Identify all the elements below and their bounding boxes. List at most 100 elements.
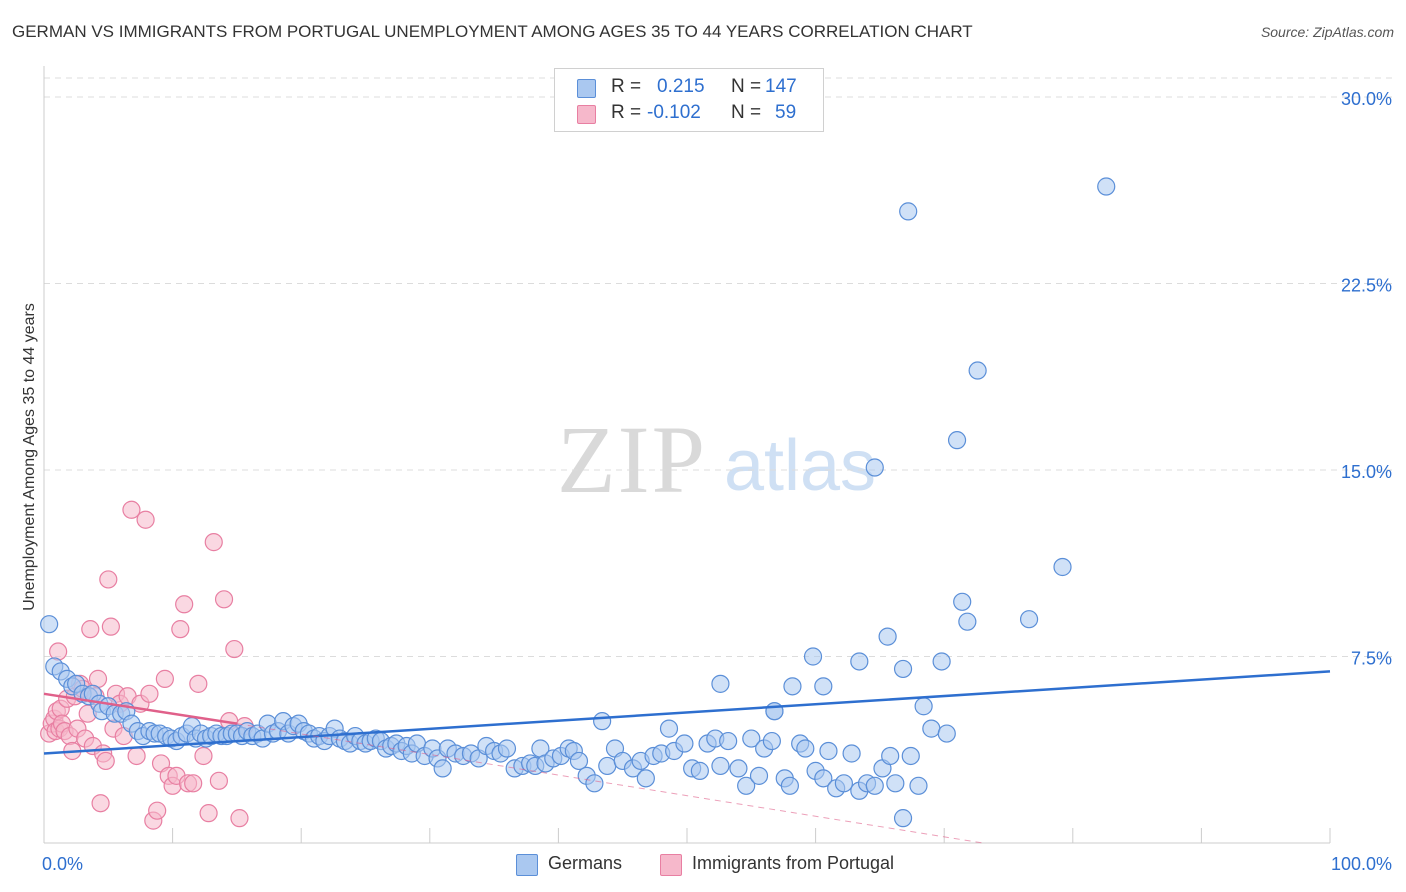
german-point: [749, 766, 769, 785]
german-point: [675, 734, 694, 753]
german-point: [659, 719, 679, 738]
german-point: [742, 729, 761, 748]
german-point: [1053, 557, 1072, 577]
x-tick-label: 0.0%: [42, 854, 83, 874]
portugal-point: [199, 804, 218, 823]
portugal-point: [189, 674, 208, 693]
german-n-label: N =: [731, 76, 762, 97]
german-point: [947, 431, 967, 450]
portugal-swatch: [577, 105, 596, 124]
german-point: [780, 776, 799, 795]
portugal-point: [184, 774, 203, 793]
portugal-point: [204, 533, 223, 552]
portugal-point: [122, 500, 141, 519]
german-point: [819, 741, 838, 761]
portugal-n-label: N =: [731, 102, 762, 123]
german-point: [958, 612, 977, 631]
german-point: [719, 731, 738, 751]
german-point: [886, 774, 905, 793]
y-tick-label: 22.5%: [1341, 276, 1392, 296]
portugal-point: [140, 684, 159, 703]
legend-portugal-label: Immigrants from Portugal: [692, 853, 895, 873]
german-point: [893, 659, 913, 679]
german-point: [899, 202, 918, 221]
portugal-point: [96, 751, 115, 771]
german-point: [803, 647, 823, 666]
portugal-point: [136, 510, 155, 529]
watermark-zip: ZIP: [557, 406, 707, 513]
portugal-point: [49, 642, 68, 661]
german-point: [937, 724, 956, 743]
german-point: [865, 776, 884, 795]
german-point: [814, 677, 833, 696]
german-point: [598, 756, 617, 776]
german-trend-line: [43, 670, 1331, 755]
german-point: [953, 592, 972, 611]
german-point: [914, 697, 933, 716]
german-point: [814, 769, 833, 788]
legend-germans-swatch: [516, 854, 538, 876]
y-tick-label: 15.0%: [1341, 462, 1392, 482]
source-label: Source: ZipAtlas.com: [1260, 24, 1394, 40]
portugal-point: [101, 617, 120, 636]
portugal-point: [99, 570, 118, 589]
german-point: [497, 739, 517, 758]
german-point: [901, 746, 920, 766]
german-point: [922, 719, 941, 738]
portugal-point: [214, 590, 234, 609]
german-point: [711, 756, 730, 776]
german-point: [1097, 177, 1116, 196]
portugal-r-label: R =: [611, 102, 642, 123]
german-point: [433, 759, 452, 778]
watermark: ZIP atlas: [557, 406, 876, 513]
german-point: [762, 731, 781, 751]
stats-box: R = 0.215 N = 147 R = -0.102 N = 59: [554, 68, 824, 132]
portugal-r-value: -0.102: [647, 102, 701, 123]
portugal-point: [155, 669, 174, 688]
german-point: [968, 361, 987, 380]
portugal-point: [194, 746, 213, 766]
german-r-label: R =: [611, 76, 642, 97]
portugal-point: [171, 620, 190, 639]
portugal-point: [81, 620, 100, 639]
german-point: [865, 458, 884, 477]
portugal-point: [209, 771, 228, 790]
german-point: [842, 744, 861, 763]
german-point: [636, 769, 655, 788]
german-point: [569, 751, 589, 771]
german-point: [585, 774, 604, 793]
watermark-atlas: atlas: [724, 426, 876, 506]
german-point: [796, 739, 815, 758]
legend-portugal-swatch: [660, 854, 682, 876]
portugal-point: [91, 794, 110, 813]
german-swatch: [577, 79, 596, 98]
german-point: [737, 776, 756, 795]
german-point: [729, 759, 748, 778]
german-point: [834, 774, 853, 793]
axes: [43, 66, 1331, 844]
german-point: [881, 746, 900, 766]
tick-labels: 7.5% 15.0% 22.5% 30.0% 0.0% 100.0%: [42, 89, 1392, 874]
german-point: [711, 674, 730, 693]
portugal-point: [230, 809, 249, 828]
german-point: [40, 615, 59, 634]
y-tick-label: 30.0%: [1341, 89, 1392, 109]
portugal-point: [148, 801, 167, 820]
german-n-value: 147: [765, 76, 797, 97]
german-point: [932, 652, 951, 671]
legend-germans-label: Germans: [548, 853, 623, 873]
german-point: [909, 776, 928, 795]
german-point: [593, 712, 612, 731]
portugal-n-value: 59: [775, 102, 797, 123]
portugal-point: [175, 595, 194, 614]
chart-title: GERMAN VS IMMIGRANTS FROM PORTUGAL UNEMP…: [12, 22, 973, 41]
trend-lines: [43, 670, 1331, 844]
german-point: [878, 627, 897, 646]
x-tick-label: 100.0%: [1331, 854, 1392, 874]
german-point: [690, 761, 709, 780]
german-point: [783, 677, 802, 696]
german-r-value: 0.215: [657, 76, 705, 97]
portugal-point: [127, 746, 146, 766]
portugal-point: [225, 639, 244, 659]
